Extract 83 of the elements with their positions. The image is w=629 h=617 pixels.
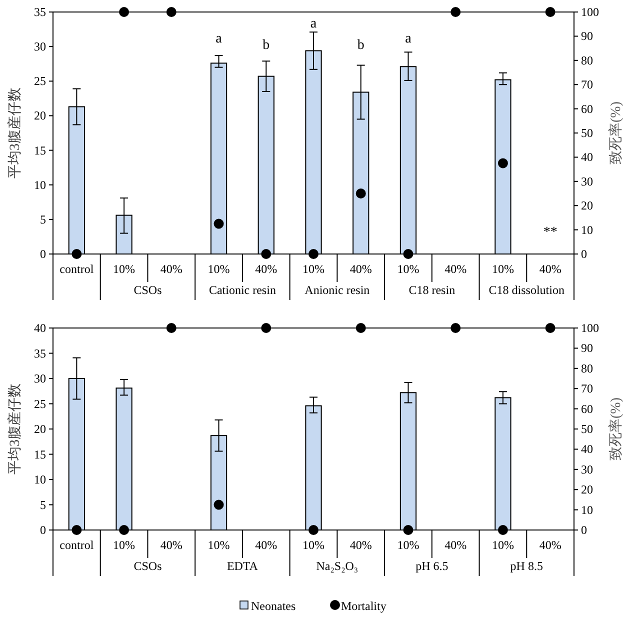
y2-tick-label: 30 [581, 174, 593, 188]
y2-axis-title: 致死率(%) [608, 397, 624, 460]
x-tick-label: 10% [208, 538, 230, 552]
y2-tick-label: 50 [581, 422, 593, 436]
y2-tick-label: 60 [581, 402, 593, 416]
y2-tick-label: 40 [581, 150, 593, 164]
y2-tick-label: 100 [581, 5, 599, 19]
x-tick-label: 40% [539, 262, 562, 276]
y-axis-title: 平均3腹産仔数 [7, 88, 23, 178]
y2-tick-label: 80 [581, 53, 593, 68]
x-tick-label: control [60, 538, 94, 552]
y-tick-label: 0 [40, 247, 46, 261]
x-tick-label: 10% [113, 538, 136, 552]
y-tick-label: 0 [40, 523, 46, 537]
text: CSOs [134, 283, 162, 297]
text: Anionic resin [304, 283, 370, 297]
y-tick-label: 15 [34, 447, 46, 462]
text: C18 resin [408, 283, 456, 297]
text: Na₂S₂O₃ [316, 559, 358, 573]
x-tick-label: control [60, 262, 94, 276]
y-tick-label: 10 [34, 178, 46, 192]
y2-tick-label: 30 [581, 462, 593, 476]
y-tick-label: 30 [34, 40, 46, 54]
y-tick-label: 30 [34, 372, 46, 386]
y2-tick-label: 0 [581, 523, 587, 537]
legend-label: Neonates [251, 599, 296, 613]
y-tick-label: 20 [34, 108, 46, 123]
legend-label: Mortality [341, 599, 386, 613]
y2-tick-label: 90 [581, 29, 593, 44]
annotation: b [262, 38, 270, 53]
y2-tick-label: 80 [581, 361, 593, 376]
x-tick-label: 40% [255, 538, 278, 552]
x-tick-label: 40% [160, 262, 182, 276]
annotation: a [405, 32, 412, 47]
x-tick-label: 10% [397, 538, 420, 552]
x-tick-label: 10% [302, 262, 324, 276]
x-tick-label: 10% [397, 262, 420, 276]
x-tick-label: 10% [492, 262, 514, 276]
y-tick-label: 5 [40, 498, 46, 512]
x-tick-label: 40% [444, 262, 467, 276]
y-tick-label: 35 [34, 5, 46, 19]
y2-tick-label: 40 [581, 442, 593, 456]
x-tick-label: 40% [160, 538, 182, 552]
x-tick-label: 40% [350, 538, 372, 552]
x-tick-label: 40% [539, 538, 562, 552]
y-tick-label: 20 [34, 422, 46, 436]
x-tick-label: 40% [255, 262, 278, 276]
y2-tick-label: 100 [581, 321, 599, 335]
annotation: a [310, 16, 318, 32]
y2-tick-label: 70 [581, 78, 593, 92]
y2-tick-label: 90 [581, 341, 593, 356]
y2-axis-title: 致死率(%) [608, 101, 624, 164]
y2-tick-label: 70 [581, 382, 593, 396]
annotation: b [357, 38, 364, 53]
y2-tick-label: 20 [581, 482, 593, 497]
x-tick-label: 10% [492, 538, 514, 552]
x-tick-label: 10% [113, 262, 136, 276]
text: EDTA [226, 559, 258, 573]
annotation: ** [543, 225, 558, 240]
y-tick-label: 25 [34, 74, 46, 88]
x-tick-label: 10% [208, 262, 230, 276]
y-tick-label: 10 [34, 472, 46, 486]
y2-tick-label: 10 [581, 502, 593, 517]
y2-tick-label: 50 [581, 126, 593, 140]
text: pH 8.5 [510, 559, 543, 573]
y-tick-label: 15 [34, 143, 46, 158]
annotation: a [216, 32, 223, 47]
y2-tick-label: 60 [581, 102, 593, 116]
y2-tick-label: 0 [581, 247, 587, 261]
y2-tick-label: 10 [581, 222, 593, 237]
text: C18 dissolution [488, 283, 564, 297]
x-tick-label: 40% [444, 538, 467, 552]
x-tick-label: 40% [350, 262, 372, 276]
y-axis-title: 平均3腹産仔数 [7, 384, 23, 474]
text: Cationic resin [208, 283, 276, 297]
x-tick-label: 10% [302, 538, 324, 552]
y-tick-label: 35 [34, 346, 46, 360]
y-tick-label: 5 [40, 212, 46, 226]
y-tick-label: 40 [34, 321, 46, 335]
y-tick-label: 25 [34, 396, 46, 411]
text: CSOs [134, 559, 162, 573]
y2-tick-label: 20 [581, 198, 593, 213]
text: pH 6.5 [416, 559, 448, 573]
